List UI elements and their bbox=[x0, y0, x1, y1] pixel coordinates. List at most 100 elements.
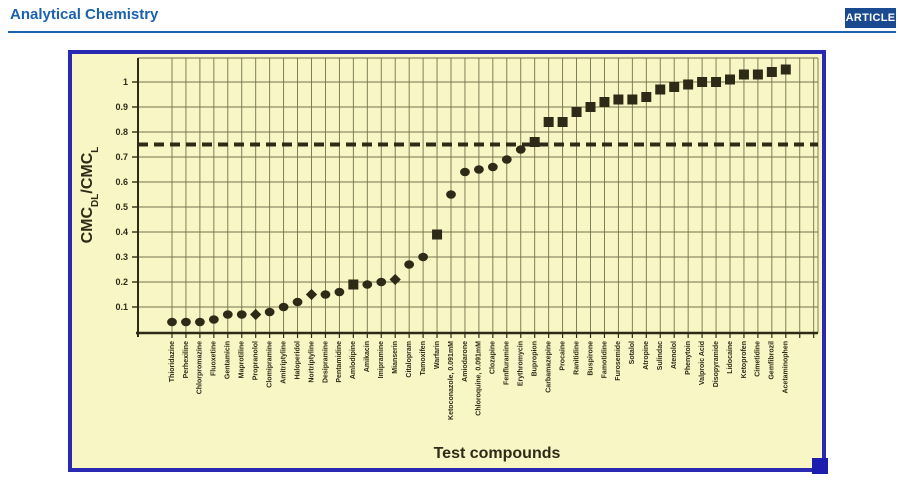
x-tick-label: Amikacin bbox=[364, 341, 371, 372]
data-point bbox=[389, 273, 401, 286]
x-tick-label: Clozapine bbox=[490, 341, 497, 374]
svg-text:0.1: 0.1 bbox=[115, 302, 128, 312]
x-tick-label: Amiodarone bbox=[462, 341, 469, 382]
data-point bbox=[264, 307, 275, 317]
data-point bbox=[487, 162, 498, 172]
x-tick-label: Ketoconazole, 0.091mM bbox=[448, 341, 455, 420]
x-tick-label: Ketoprofen bbox=[741, 341, 748, 378]
svg-text:0.9: 0.9 bbox=[115, 102, 128, 112]
x-tick-label: Atenolol bbox=[671, 341, 678, 369]
data-point bbox=[181, 317, 191, 327]
x-tick-label: Imipramine bbox=[378, 341, 385, 378]
data-point bbox=[766, 67, 777, 77]
data-point bbox=[376, 277, 387, 287]
svg-text:0.8: 0.8 bbox=[115, 127, 128, 137]
x-tick-label: Maprotiline bbox=[239, 341, 246, 378]
x-tick-label: Perhexiline bbox=[183, 341, 190, 378]
data-point bbox=[669, 82, 680, 92]
data-points bbox=[167, 64, 791, 327]
axes bbox=[132, 58, 818, 338]
data-point bbox=[222, 310, 233, 319]
data-point bbox=[613, 94, 624, 105]
data-point bbox=[236, 310, 247, 319]
x-axis-title: Test compounds bbox=[434, 445, 561, 462]
x-tick-label: Thioridazine bbox=[169, 341, 176, 382]
svg-text:1: 1 bbox=[123, 77, 128, 87]
header-divider bbox=[8, 31, 896, 33]
svg-text:0.5: 0.5 bbox=[115, 202, 128, 212]
resize-handle-icon[interactable] bbox=[812, 458, 828, 474]
data-point bbox=[404, 260, 415, 269]
x-tick-label: Buspirone bbox=[587, 341, 594, 376]
data-point bbox=[725, 74, 735, 85]
x-tick-label: Furosemide bbox=[615, 341, 622, 381]
data-point bbox=[627, 94, 638, 105]
data-point bbox=[432, 229, 443, 240]
article-type-badge: ARTICLE bbox=[845, 8, 896, 28]
data-point bbox=[501, 155, 512, 164]
data-point bbox=[738, 69, 749, 80]
x-tick-label: Disopyramide bbox=[713, 341, 720, 387]
y-tick-labels: 0.1 0.2 0.3 0.4 0.5 0.6 0.7 0.8 0.9 1 bbox=[115, 77, 128, 312]
journal-title: Analytical Chemistry bbox=[10, 6, 159, 23]
data-point bbox=[529, 137, 540, 147]
data-point bbox=[474, 165, 484, 174]
x-tick-label: Cimetidine bbox=[755, 341, 762, 377]
data-point bbox=[599, 97, 610, 107]
gridlines bbox=[138, 57, 819, 333]
cmc-ratio-chart: 0.1 0.2 0.3 0.4 0.5 0.6 0.7 0.8 0.9 1 Thioridazine… bbox=[79, 57, 819, 462]
svg-text:0.4: 0.4 bbox=[115, 227, 128, 237]
data-point bbox=[697, 77, 708, 87]
data-point bbox=[752, 69, 763, 80]
x-tick-labels: Thioridazine Perhexiline Chlorpromazine Flu… bbox=[169, 341, 790, 420]
x-tick-label: Nortriptyline bbox=[308, 341, 315, 383]
x-tick-label: Warfarin bbox=[434, 341, 441, 369]
x-tick-label: Carbamazepine bbox=[545, 341, 552, 393]
x-tick-label: Pentamidine bbox=[336, 341, 343, 383]
y-axis-title: CMCDL/CMCL bbox=[79, 147, 101, 244]
x-tick-label: Gemfibrozil bbox=[769, 341, 776, 380]
x-tick-label: Gentamicin bbox=[225, 341, 232, 379]
data-point bbox=[571, 107, 582, 117]
x-tick-label: Clomipramine bbox=[266, 341, 273, 388]
svg-text:0.2: 0.2 bbox=[115, 277, 128, 287]
data-point bbox=[446, 190, 456, 199]
x-tick-label: Haloperidol bbox=[294, 341, 301, 380]
x-tick-label: Chlorpromazine bbox=[197, 341, 204, 394]
data-point bbox=[641, 92, 652, 102]
x-tick-label: Chloroquine, 0.091mM bbox=[476, 341, 483, 416]
data-point bbox=[683, 79, 694, 90]
x-tick-label: Procaine bbox=[559, 341, 566, 371]
data-point bbox=[585, 102, 596, 112]
data-point bbox=[515, 145, 526, 154]
x-tick-label: Fenfluramine bbox=[504, 341, 511, 385]
figure-panel: 0.1 0.2 0.3 0.4 0.5 0.6 0.7 0.8 0.9 1 Thioridazine… bbox=[68, 50, 828, 474]
data-point bbox=[305, 288, 318, 301]
data-point bbox=[167, 317, 177, 327]
data-point bbox=[460, 167, 470, 177]
x-tick-label: Phenytoin bbox=[685, 341, 692, 375]
data-point bbox=[195, 317, 205, 327]
data-point bbox=[320, 290, 331, 299]
data-point bbox=[250, 308, 262, 321]
x-tick-label: Sotalol bbox=[629, 341, 636, 364]
svg-text:0.7: 0.7 bbox=[115, 152, 128, 162]
x-tick-label: Amitriptyline bbox=[280, 341, 287, 384]
data-point bbox=[557, 117, 568, 127]
x-tick-label: Ranitidine bbox=[573, 341, 580, 375]
x-tick-label: Atropine bbox=[643, 341, 650, 370]
data-point bbox=[780, 64, 791, 75]
data-point bbox=[655, 84, 666, 95]
x-tick-label: Citalopram bbox=[406, 341, 413, 378]
x-tick-label: Erythromycin bbox=[518, 341, 525, 386]
x-tick-label: Bupropion bbox=[532, 341, 539, 376]
data-point bbox=[278, 302, 289, 312]
data-point bbox=[362, 280, 373, 289]
data-point bbox=[418, 252, 428, 262]
data-point bbox=[348, 279, 359, 290]
x-tick-label: Fluoxetine bbox=[211, 341, 218, 376]
svg-text:0.6: 0.6 bbox=[115, 177, 128, 187]
x-tick-label: Sulindac bbox=[657, 341, 664, 370]
data-point bbox=[543, 117, 554, 127]
x-tick-label: Desipramine bbox=[322, 341, 329, 383]
